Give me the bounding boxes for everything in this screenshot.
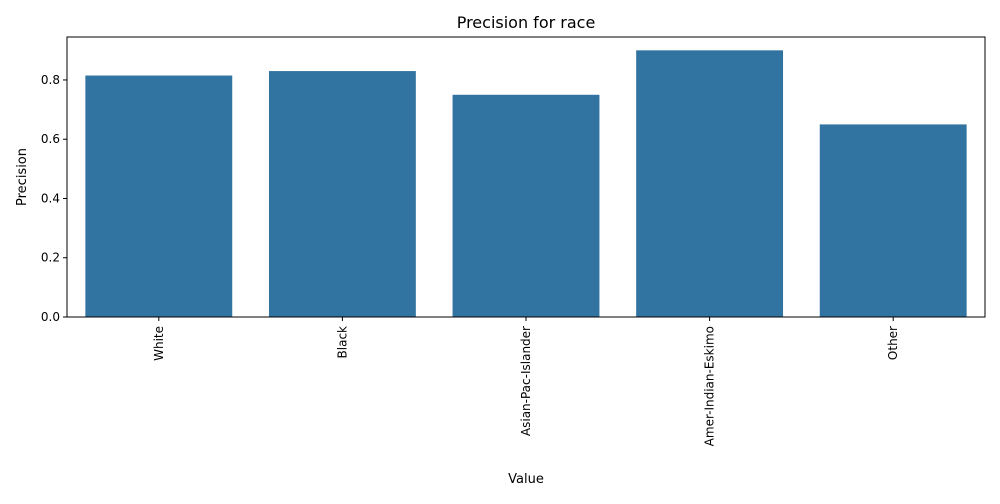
bar-3 <box>636 50 784 317</box>
y-tick-label: 0.8 <box>41 73 60 87</box>
bar-4 <box>819 124 967 317</box>
bar-2 <box>452 94 600 318</box>
x-tick-label: Black <box>335 326 349 359</box>
chart-title: Precision for race <box>457 13 596 32</box>
bar-1 <box>268 71 416 318</box>
bars-layer <box>85 50 967 318</box>
x-axis-label: Value <box>508 472 544 487</box>
plot-frame <box>66 36 986 318</box>
y-tick-label: 0.6 <box>41 132 60 146</box>
x-tick-label: Amer-Indian-Eskimo <box>703 326 717 446</box>
y-tick-label: 0.2 <box>41 251 60 265</box>
x-tick-label: White <box>152 326 166 361</box>
y-axis-ticks: 0.0 0.2 0.4 0.6 0.8 <box>41 73 67 324</box>
bar-0 <box>85 75 233 317</box>
y-tick-label: 0.0 <box>41 310 60 324</box>
x-tick-label: Asian-Pac-Islander <box>519 326 533 436</box>
y-tick-label: 0.4 <box>41 191 60 205</box>
x-tick-label: Other <box>886 326 900 360</box>
x-axis-ticks: White Black Asian-Pac-Islander Amer-Indian-… <box>152 317 900 446</box>
y-axis-label: Precision <box>15 148 30 206</box>
